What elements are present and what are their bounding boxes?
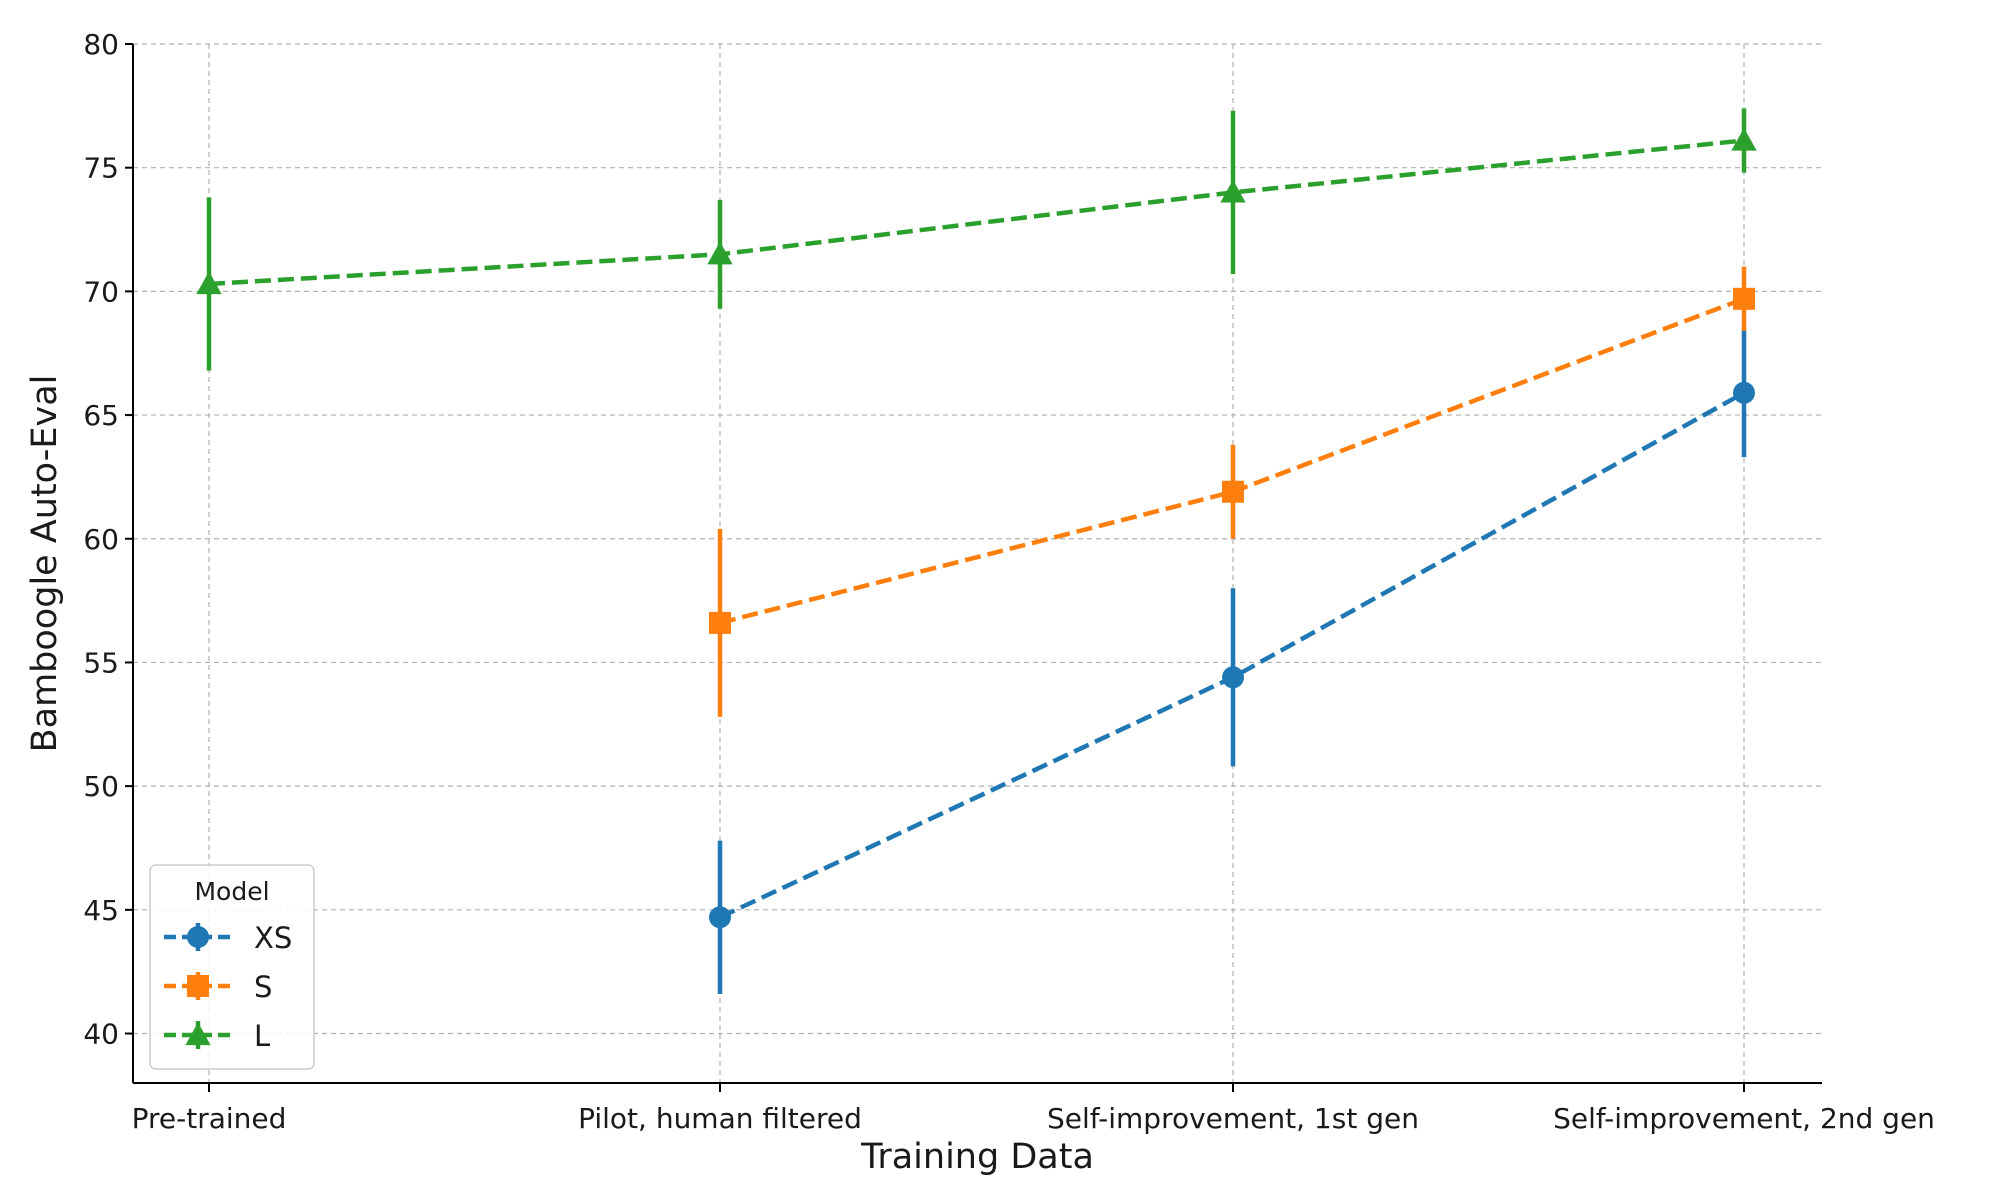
legend-marker [185,1022,211,1046]
series-xs [709,328,1755,994]
x-tick-label: Self-improvement, 2nd gen [1553,1102,1935,1135]
data-point [707,241,733,265]
legend-item-l: L [164,1019,270,1053]
data-point [709,906,731,929]
legend-label: XS [254,921,292,955]
legend-label: L [254,1019,270,1053]
y-tick-label: 80 [83,28,119,61]
series-line [208,138,1745,287]
y-tick-label: 65 [83,399,119,432]
axes: 40 45 50 55 60 65 70 75 80 Pre-trained Pilot, huma… [83,28,1935,1135]
legend: Model XS SL [149,864,315,1070]
data-point [1220,179,1246,203]
legend-title: Model [194,877,269,906]
legend-item-s: S [164,970,272,1004]
y-tick-label: 60 [83,523,119,556]
grid [133,43,1822,1083]
data-point [1733,287,1755,310]
legend-label: S [254,970,272,1004]
y-tick-label: 75 [83,152,119,185]
legend-marker [187,975,209,997]
legend-box [149,864,315,1070]
series-layer [196,108,1757,994]
y-tick-label: 55 [83,646,119,679]
data-point [1733,381,1755,404]
y-tick-label: 70 [83,275,119,308]
data-point [1222,480,1244,503]
data-point [709,611,731,634]
data-point [1222,666,1244,689]
x-tick-label: Self-improvement, 1st gen [1047,1102,1419,1135]
legend-item-xs: XS [164,921,292,955]
series-s [709,266,1755,717]
y-tick-label: 45 [83,894,119,927]
x-axis-title: Training Data [860,1137,1094,1177]
data-point [196,271,222,295]
x-tick-label: Pilot, human filtered [578,1102,862,1135]
y-tick-label: 40 [83,1018,119,1051]
y-axis-title: Bamboogle Auto-Eval [25,375,65,753]
legend-marker [187,926,209,948]
series-l [196,108,1757,371]
data-point [1731,127,1757,151]
y-tick-label: 50 [83,770,119,803]
x-tick-label: Pre-trained [132,1102,287,1135]
